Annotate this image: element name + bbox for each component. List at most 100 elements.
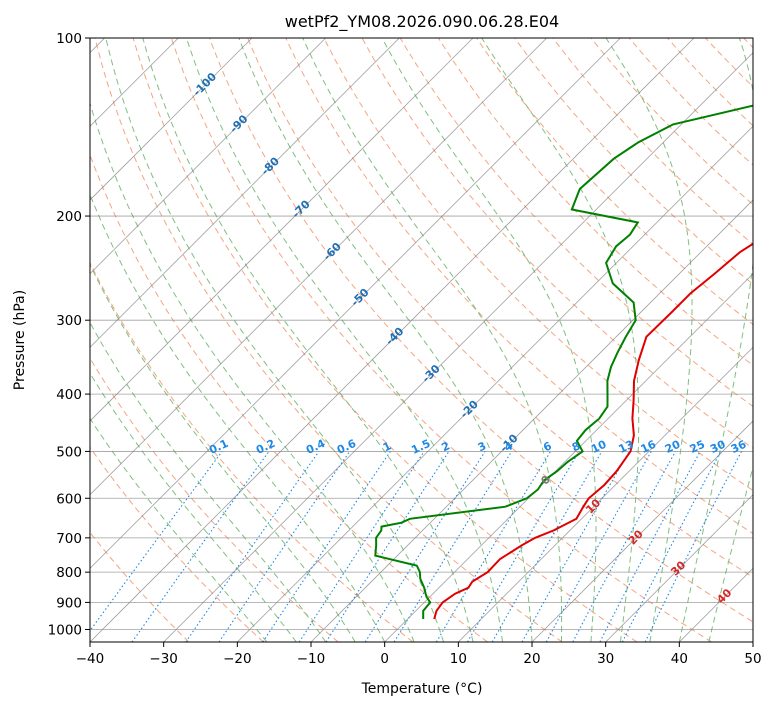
mixing-ratio-label: 2 (440, 439, 452, 454)
mixing-ratio-label: 20 (663, 438, 683, 456)
dry-adiabat-line (399, 38, 753, 408)
isotherm-label: -40 (383, 325, 406, 348)
mixing-ratio-label: 0.2 (254, 437, 277, 457)
dry-adiabat-line (514, 38, 753, 285)
x-tick-label: −30 (149, 651, 178, 667)
dry-adiabat-line (628, 38, 753, 166)
moist-adiabat-line (90, 101, 415, 642)
y-tick-label: 400 (56, 387, 82, 403)
y-tick-label: 600 (56, 491, 82, 507)
dry-adiabat-line (323, 38, 753, 492)
isotherm-label: -70 (290, 197, 313, 220)
x-tick-label: −40 (76, 651, 105, 667)
mixing-ratio-line (572, 451, 676, 642)
mixing-ratio-label: 36 (729, 438, 749, 456)
mixing-ratio-label: 0.6 (335, 437, 358, 457)
dry-adiabat-line (170, 38, 712, 642)
isotherm-line (605, 494, 753, 642)
y-tick-label: 700 (56, 531, 82, 547)
isotherm-label: -80 (259, 154, 282, 177)
y-tick-label: 100 (56, 31, 82, 47)
isotherm-label: 20 (626, 527, 646, 547)
moist-adiabat-line (90, 193, 386, 642)
mixing-ratio-line (545, 451, 652, 642)
moist-adiabat-line (90, 372, 297, 642)
mixing-ratio-line (218, 451, 351, 642)
isotherm-label: 40 (714, 586, 734, 606)
mixing-ratio-label: 25 (688, 438, 707, 456)
isotherm-label: 30 (668, 558, 688, 578)
x-axis-label: Temperature (°C) (361, 681, 483, 697)
moist-adiabat-line (186, 38, 503, 642)
isotherm-line (163, 52, 753, 642)
y-tick-label: 300 (56, 313, 82, 329)
y-tick-label: 800 (56, 565, 82, 581)
moist-adiabat-line (381, 38, 597, 642)
moist-adiabat-line (302, 38, 563, 642)
dry-adiabat-line (94, 38, 563, 642)
isotherm-label: 10 (583, 496, 603, 516)
x-tick-label: 50 (744, 651, 761, 667)
x-tick-label: 20 (523, 651, 540, 667)
isotherm-line (384, 273, 753, 642)
dry-adiabat-line (667, 38, 753, 127)
mixing-ratio-line (325, 451, 450, 642)
mixing-ratio-line (393, 451, 513, 642)
dry-adiabat-line (285, 38, 753, 535)
moist-adiabat-line (605, 38, 693, 642)
temperature-profile-line (433, 242, 753, 620)
mixing-ratio-label: 30 (708, 438, 728, 456)
x-tick-label: 30 (597, 651, 614, 667)
moist-adiabat-line (481, 38, 640, 642)
isotherm-line (90, 38, 474, 422)
dry-adiabat-line (590, 38, 753, 206)
isotherm-label: -90 (227, 112, 250, 135)
mixing-ratio-label: 0.1 (207, 437, 230, 457)
mixing-ratio-line (364, 451, 486, 642)
isotherm-line (237, 125, 753, 642)
mixing-ratio-line (599, 451, 701, 642)
moist-adiabat-line (708, 465, 753, 642)
isotherm-line (752, 641, 753, 642)
mixing-ratio-line (90, 451, 223, 632)
y-axis-label: Pressure (hPa) (12, 290, 28, 390)
mixing-ratio-line (491, 451, 603, 642)
moist-adiabat-line (238, 38, 533, 642)
isotherm-line (90, 38, 695, 642)
x-tick-label: 40 (671, 651, 688, 667)
isotherm-line (90, 38, 253, 201)
dry-adiabat-line (437, 38, 753, 366)
mixing-ratio-line (131, 451, 270, 642)
isotherm-label: -60 (321, 240, 344, 263)
isotherm-line (90, 38, 326, 275)
mixing-ratio-line (644, 451, 742, 642)
mixing-ratio-label: 3 (476, 439, 488, 454)
isotherm-line (458, 346, 753, 642)
x-tick-label: −10 (297, 651, 326, 667)
dry-adiabat-line (132, 38, 638, 642)
x-tick-label: −20 (223, 651, 252, 667)
mixing-ratio-label: 1.5 (409, 437, 432, 457)
dry-adiabat-line (209, 38, 753, 623)
isotherm-line (90, 38, 621, 569)
x-tick-label: 0 (380, 651, 389, 667)
isotherm-line (90, 38, 547, 496)
isotherm-line (90, 38, 400, 348)
moist-adiabat-line (142, 38, 474, 642)
dry-adiabat-line (90, 153, 488, 642)
y-tick-label: 1000 (48, 622, 82, 638)
dry-adiabat-line (743, 38, 753, 49)
dry-adiabat-line (476, 38, 753, 326)
y-tick-label: 900 (56, 595, 82, 611)
isotherm-line (531, 420, 753, 642)
mixing-ratio-label: 16 (639, 438, 659, 456)
chart-title: wetPf2_YM08.2026.090.06.28.E04 (285, 12, 559, 32)
dry-adiabat-line (90, 357, 339, 642)
dry-adiabat-line (247, 38, 753, 578)
dry-adiabat-line (90, 261, 414, 642)
moist-adiabat-line (90, 321, 327, 642)
isotherm-line (310, 199, 753, 642)
dry-adiabat-line (705, 38, 753, 88)
isotherm-label: -50 (348, 286, 371, 309)
